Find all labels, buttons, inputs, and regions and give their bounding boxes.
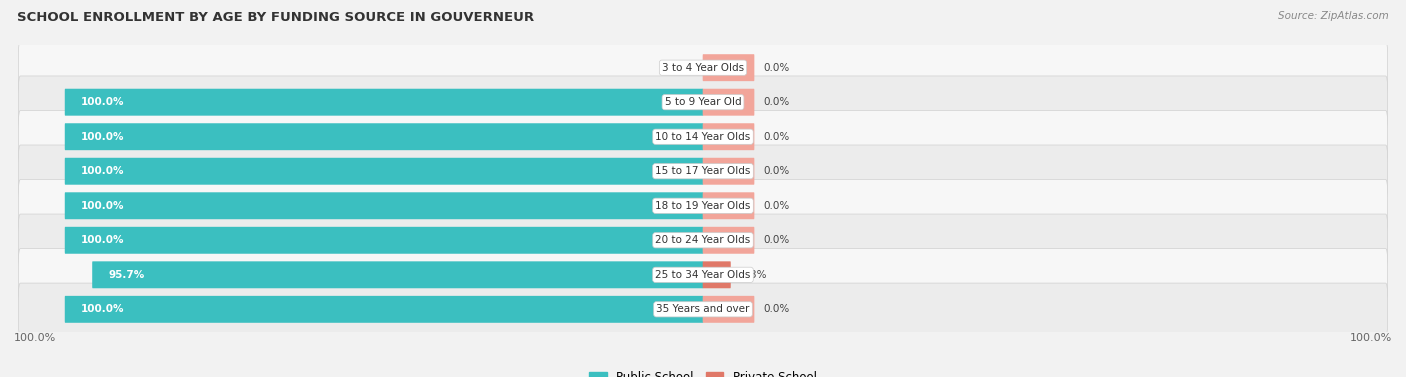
FancyBboxPatch shape: [93, 261, 703, 288]
Text: 0.0%: 0.0%: [763, 201, 790, 211]
Text: 100.0%: 100.0%: [82, 235, 125, 245]
Text: 0.0%: 0.0%: [671, 63, 696, 73]
Text: 0.0%: 0.0%: [763, 132, 790, 142]
Text: 0.0%: 0.0%: [763, 97, 790, 107]
Text: 100.0%: 100.0%: [14, 334, 56, 343]
Legend: Public School, Private School: Public School, Private School: [585, 366, 821, 377]
FancyBboxPatch shape: [18, 248, 1388, 301]
FancyBboxPatch shape: [18, 283, 1388, 336]
FancyBboxPatch shape: [703, 296, 755, 323]
Text: 10 to 14 Year Olds: 10 to 14 Year Olds: [655, 132, 751, 142]
Text: Source: ZipAtlas.com: Source: ZipAtlas.com: [1278, 11, 1389, 21]
Text: SCHOOL ENROLLMENT BY AGE BY FUNDING SOURCE IN GOUVERNEUR: SCHOOL ENROLLMENT BY AGE BY FUNDING SOUR…: [17, 11, 534, 24]
Text: 0.0%: 0.0%: [763, 166, 790, 176]
FancyBboxPatch shape: [703, 227, 755, 254]
Text: 3 to 4 Year Olds: 3 to 4 Year Olds: [662, 63, 744, 73]
Text: 0.0%: 0.0%: [763, 304, 790, 314]
Text: 4.3%: 4.3%: [740, 270, 766, 280]
FancyBboxPatch shape: [18, 179, 1388, 232]
FancyBboxPatch shape: [65, 123, 703, 150]
Text: 100.0%: 100.0%: [82, 304, 125, 314]
Text: 5 to 9 Year Old: 5 to 9 Year Old: [665, 97, 741, 107]
FancyBboxPatch shape: [18, 214, 1388, 267]
Text: 95.7%: 95.7%: [108, 270, 145, 280]
FancyBboxPatch shape: [703, 89, 755, 116]
FancyBboxPatch shape: [703, 54, 755, 81]
Text: 100.0%: 100.0%: [1350, 334, 1392, 343]
Text: 35 Years and over: 35 Years and over: [657, 304, 749, 314]
FancyBboxPatch shape: [18, 76, 1388, 129]
Text: 0.0%: 0.0%: [763, 235, 790, 245]
FancyBboxPatch shape: [65, 158, 703, 185]
Text: 100.0%: 100.0%: [82, 97, 125, 107]
Text: 18 to 19 Year Olds: 18 to 19 Year Olds: [655, 201, 751, 211]
FancyBboxPatch shape: [18, 110, 1388, 163]
Text: 100.0%: 100.0%: [82, 166, 125, 176]
FancyBboxPatch shape: [703, 261, 731, 288]
Text: 100.0%: 100.0%: [82, 201, 125, 211]
FancyBboxPatch shape: [65, 296, 703, 323]
FancyBboxPatch shape: [703, 158, 755, 185]
FancyBboxPatch shape: [703, 123, 755, 150]
Text: 0.0%: 0.0%: [763, 63, 790, 73]
FancyBboxPatch shape: [65, 227, 703, 254]
Text: 20 to 24 Year Olds: 20 to 24 Year Olds: [655, 235, 751, 245]
FancyBboxPatch shape: [18, 145, 1388, 198]
Text: 100.0%: 100.0%: [82, 132, 125, 142]
FancyBboxPatch shape: [18, 41, 1388, 94]
FancyBboxPatch shape: [65, 192, 703, 219]
FancyBboxPatch shape: [703, 192, 755, 219]
Text: 15 to 17 Year Olds: 15 to 17 Year Olds: [655, 166, 751, 176]
FancyBboxPatch shape: [65, 89, 703, 116]
Text: 25 to 34 Year Olds: 25 to 34 Year Olds: [655, 270, 751, 280]
